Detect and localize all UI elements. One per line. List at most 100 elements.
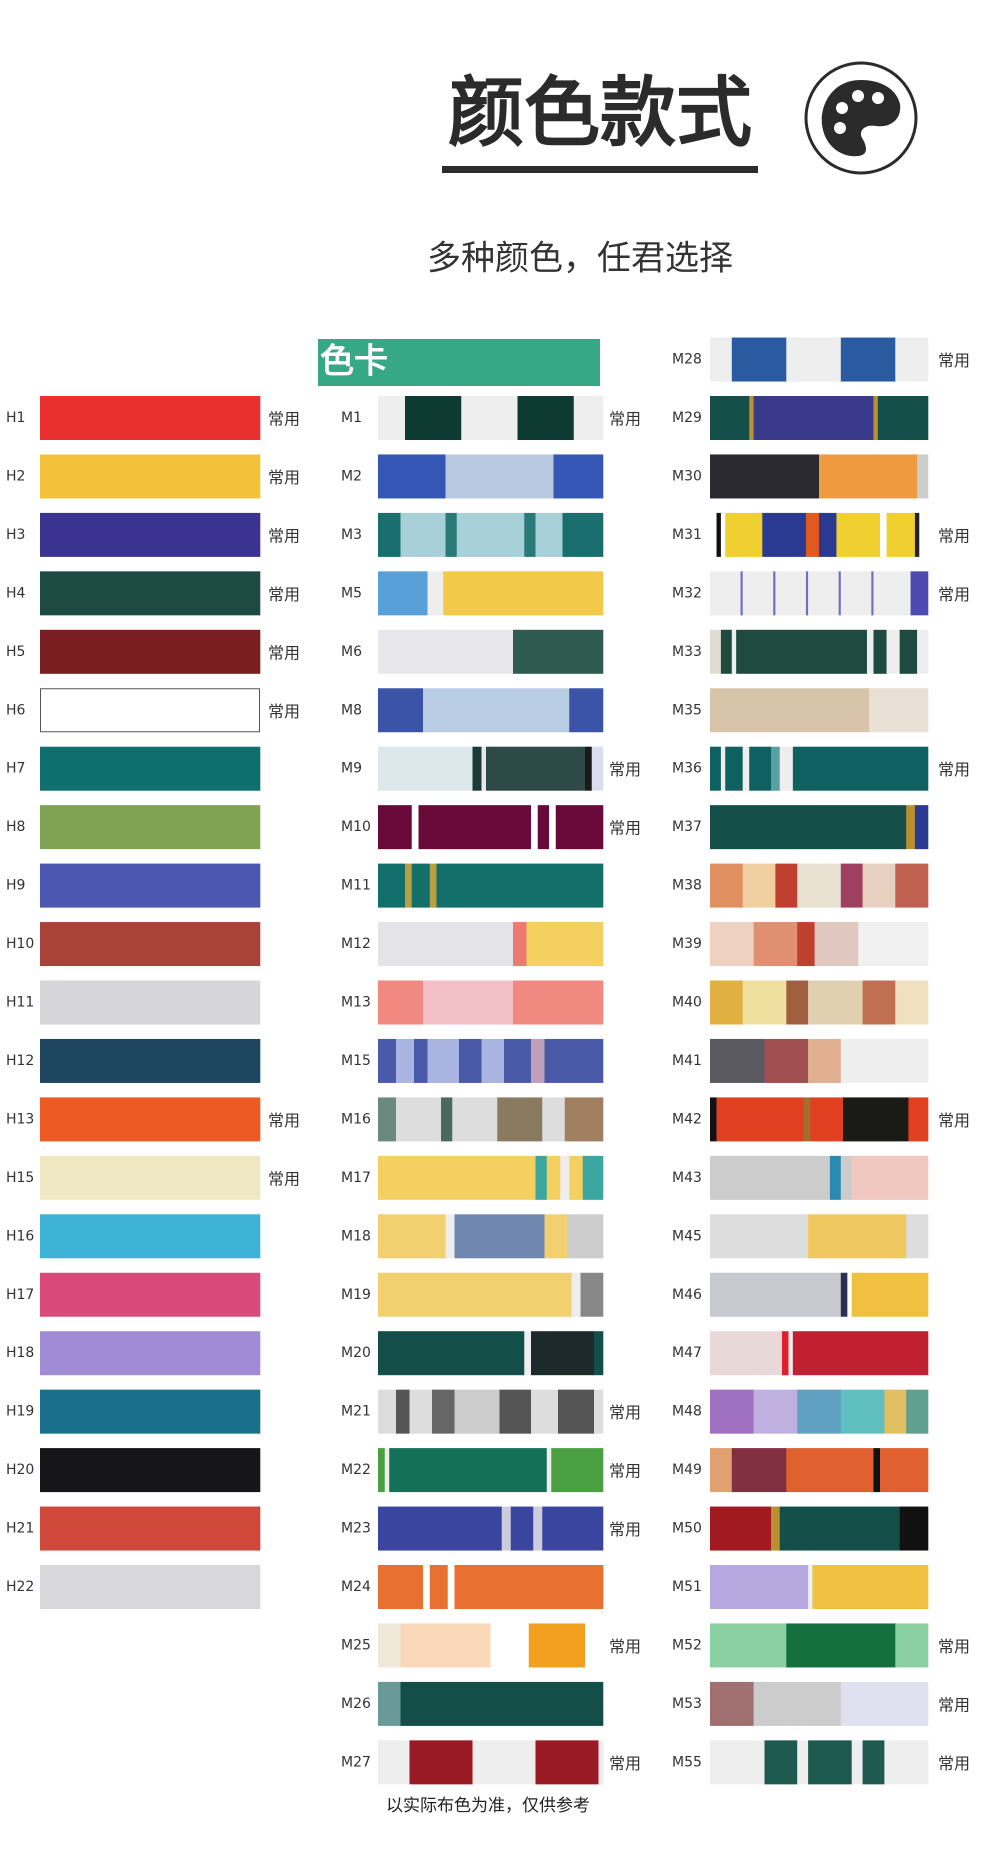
swatch-stripe bbox=[710, 922, 754, 967]
common-tag: 常用 bbox=[268, 585, 300, 604]
swatch-stripe bbox=[906, 805, 916, 850]
swatch-stripe bbox=[524, 512, 536, 557]
swatch-code: M36 bbox=[672, 761, 702, 777]
swatch-code: H11 bbox=[6, 995, 34, 1011]
swatch-stripe bbox=[812, 1565, 929, 1609]
common-tag: 常用 bbox=[268, 468, 300, 487]
swatch-stripe bbox=[797, 1740, 809, 1785]
swatch bbox=[710, 1038, 929, 1083]
swatch-stripe bbox=[710, 688, 870, 733]
swatch bbox=[378, 922, 604, 967]
swatch-stripe bbox=[569, 688, 604, 733]
swatch-stripe bbox=[427, 571, 444, 616]
swatch-stripe bbox=[866, 629, 874, 674]
swatch-stripe bbox=[886, 629, 900, 674]
swatch bbox=[40, 1565, 261, 1609]
swatch-stripe bbox=[736, 629, 868, 674]
swatch-stripe bbox=[749, 746, 772, 791]
swatch-stripe bbox=[873, 1448, 881, 1493]
swatch-stripe bbox=[773, 571, 776, 616]
swatch bbox=[710, 805, 929, 850]
swatch-stripe bbox=[873, 629, 887, 674]
swatch-stripe bbox=[808, 1038, 842, 1083]
swatch-stripe bbox=[914, 805, 929, 850]
swatch-stripe bbox=[535, 512, 563, 557]
swatch-stripe bbox=[429, 1565, 449, 1609]
swatch-code: M32 bbox=[672, 585, 702, 601]
swatch-stripe bbox=[797, 922, 815, 967]
common-tag: 常用 bbox=[938, 1111, 970, 1130]
swatch-stripe bbox=[40, 1155, 261, 1200]
palette-icon bbox=[804, 61, 918, 175]
swatch-stripe bbox=[40, 629, 261, 674]
swatch bbox=[378, 1214, 604, 1259]
swatch-stripe bbox=[710, 1448, 733, 1493]
swatch bbox=[378, 1506, 604, 1551]
swatch-code: H15 bbox=[6, 1170, 34, 1186]
swatch-stripe bbox=[710, 1681, 754, 1726]
swatch-stripe bbox=[895, 337, 929, 382]
swatch-stripe bbox=[378, 863, 406, 908]
swatch bbox=[40, 1272, 261, 1317]
swatch-stripe bbox=[499, 1389, 532, 1434]
swatch-stripe bbox=[400, 1623, 491, 1668]
title-underline bbox=[442, 166, 758, 173]
swatch-code: M26 bbox=[341, 1696, 371, 1712]
swatch-stripe bbox=[762, 512, 807, 557]
swatch bbox=[710, 1740, 929, 1785]
swatch-stripe bbox=[405, 396, 462, 440]
swatch-stripe bbox=[742, 980, 787, 1025]
swatch-code: M37 bbox=[672, 819, 702, 835]
swatch-stripe bbox=[771, 1506, 781, 1551]
swatch-code: M8 bbox=[341, 702, 362, 718]
swatch-code: H13 bbox=[6, 1111, 34, 1127]
swatch-stripe bbox=[553, 454, 604, 499]
swatch-stripe bbox=[396, 1097, 442, 1142]
swatch-stripe bbox=[441, 1097, 453, 1142]
swatch-stripe bbox=[378, 1565, 424, 1609]
swatch-stripe bbox=[436, 863, 604, 908]
swatch bbox=[710, 571, 929, 616]
swatch-stripe bbox=[914, 512, 920, 557]
swatch-code: M18 bbox=[341, 1228, 371, 1244]
subtitle: 多种颜色，任君选择 bbox=[427, 239, 733, 279]
swatch bbox=[378, 1155, 604, 1200]
swatch-stripe bbox=[40, 454, 261, 499]
swatch-code: H2 bbox=[6, 468, 25, 484]
swatch-code: M55 bbox=[672, 1754, 702, 1770]
swatch-stripe bbox=[423, 1565, 431, 1609]
swatch-stripe bbox=[40, 1389, 261, 1434]
swatch-stripe bbox=[873, 396, 879, 440]
swatch bbox=[40, 922, 261, 967]
swatch-stripe bbox=[829, 1155, 842, 1200]
swatch-stripe bbox=[753, 1389, 798, 1434]
swatch-stripe bbox=[400, 1681, 604, 1726]
swatch-stripe bbox=[481, 1038, 505, 1083]
swatch-stripe bbox=[501, 1506, 512, 1551]
swatch bbox=[40, 1331, 261, 1376]
swatch bbox=[40, 1038, 261, 1083]
swatch-stripe bbox=[710, 1623, 787, 1668]
swatch-stripe bbox=[810, 1097, 844, 1142]
swatch-stripe bbox=[378, 922, 514, 967]
swatch-code: H20 bbox=[6, 1462, 34, 1478]
title: 颜色款式 bbox=[448, 68, 752, 157]
swatch bbox=[710, 337, 929, 382]
swatch-stripe bbox=[710, 746, 722, 791]
swatch bbox=[710, 1272, 929, 1317]
swatch-stripe bbox=[805, 512, 820, 557]
swatch-code: M23 bbox=[341, 1521, 371, 1537]
swatch-code: M24 bbox=[341, 1579, 371, 1595]
swatch-code: M25 bbox=[341, 1637, 371, 1653]
swatch-stripe bbox=[40, 1448, 261, 1493]
swatch-stripe bbox=[710, 454, 820, 499]
swatch bbox=[710, 512, 929, 557]
swatch-stripe bbox=[378, 688, 424, 733]
swatch-stripe bbox=[40, 746, 261, 791]
swatch-stripe bbox=[710, 1389, 754, 1434]
swatch-code: H5 bbox=[6, 644, 25, 660]
swatch-stripe bbox=[808, 1740, 852, 1785]
swatch-stripe bbox=[461, 396, 518, 440]
swatch bbox=[40, 454, 261, 499]
swatch-code: M17 bbox=[341, 1170, 371, 1186]
